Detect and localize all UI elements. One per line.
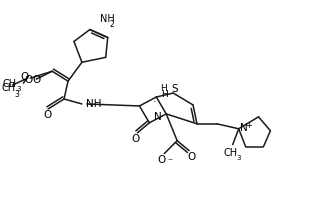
Text: O: O xyxy=(43,109,51,119)
Text: O: O xyxy=(157,154,165,164)
Text: O: O xyxy=(187,151,195,161)
Text: +: + xyxy=(245,121,253,130)
Text: ·: · xyxy=(152,97,156,106)
Text: 3: 3 xyxy=(15,90,19,99)
Text: 2: 2 xyxy=(110,20,114,28)
Text: O: O xyxy=(20,72,28,82)
Text: 3: 3 xyxy=(16,86,21,92)
Text: NH: NH xyxy=(100,14,115,24)
Text: CH: CH xyxy=(2,79,16,89)
Text: H: H xyxy=(161,89,168,98)
Text: H: H xyxy=(160,83,167,92)
Text: ⁻: ⁻ xyxy=(167,157,172,167)
Text: O: O xyxy=(24,75,32,85)
Text: CH: CH xyxy=(1,83,16,93)
Text: N: N xyxy=(240,122,247,132)
Text: N: N xyxy=(153,111,161,121)
Text: O: O xyxy=(32,75,40,85)
Text: S: S xyxy=(172,84,179,94)
Text: NH: NH xyxy=(86,98,101,108)
Text: CH: CH xyxy=(224,147,238,157)
Text: 3: 3 xyxy=(237,154,241,160)
Text: O: O xyxy=(131,133,140,143)
